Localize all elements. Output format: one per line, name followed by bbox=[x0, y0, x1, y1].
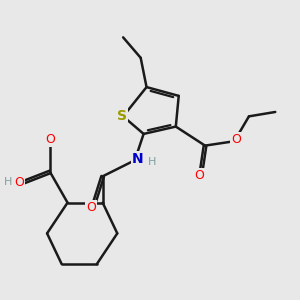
Text: O: O bbox=[14, 176, 24, 189]
Text: S: S bbox=[117, 109, 127, 123]
Text: H: H bbox=[3, 177, 12, 187]
Text: O: O bbox=[194, 169, 204, 182]
Text: O: O bbox=[231, 133, 241, 146]
Text: O: O bbox=[86, 201, 96, 214]
Text: O: O bbox=[45, 133, 55, 146]
Text: N: N bbox=[132, 152, 144, 166]
Text: H: H bbox=[148, 157, 156, 167]
